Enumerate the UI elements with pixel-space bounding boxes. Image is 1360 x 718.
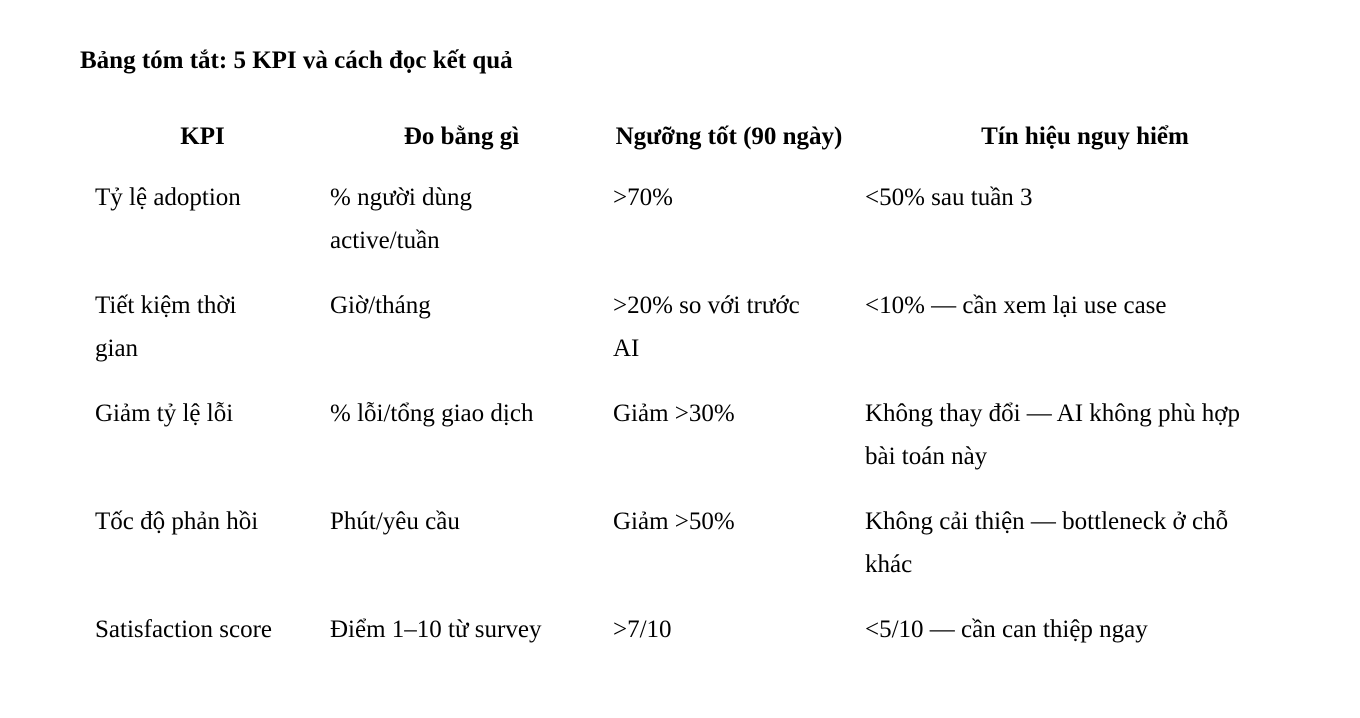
page-title: Bảng tóm tắt: 5 KPI và cách đọc kết quả <box>80 46 513 74</box>
table-cell-kpi: Giảm tỷ lệ lỗi <box>95 399 234 427</box>
kpi-summary-table: KPI Đo bằng gì Ngưỡng tốt (90 ngày) Tín … <box>85 115 1315 673</box>
table-cell-danger-signal: <50% sau tuần 3 <box>865 183 1033 211</box>
table-cell-danger-signal: <5/10 — cần can thiệp ngay <box>865 615 1148 643</box>
column-header-measure: Đo bằng gì <box>403 122 520 150</box>
table-cell-good-threshold: Giảm >30% <box>613 399 735 427</box>
table-cell-measure: Điểm 1–10 từ survey <box>330 615 542 643</box>
table-cell-measure: % người dùng active/tuần <box>330 183 473 254</box>
table-row: Tốc độ phản hồi Phút/yêu cầu Giảm >50% K… <box>85 500 1315 608</box>
table-row: Satisfaction score Điểm 1–10 từ survey >… <box>85 608 1315 673</box>
table-cell-danger-signal: Không cải thiện — bottleneck ở chỗ khác <box>865 507 1229 578</box>
table-cell-measure: % lỗi/tổng giao dịch <box>330 399 534 427</box>
column-header-kpi: KPI <box>180 122 225 150</box>
table-cell-danger-signal: <10% — cần xem lại use case <box>865 291 1167 319</box>
table-cell-danger-signal: Không thay đổi — AI không phù hợp bài to… <box>865 399 1241 470</box>
table-cell-measure: Giờ/tháng <box>330 291 431 319</box>
column-header-good-threshold: Ngưỡng tốt (90 ngày) <box>615 122 843 150</box>
table-row: Giảm tỷ lệ lỗi % lỗi/tổng giao dịch Giảm… <box>85 392 1315 500</box>
table-cell-kpi: Tỷ lệ adoption <box>95 183 241 211</box>
table-header-row: KPI Đo bằng gì Ngưỡng tốt (90 ngày) Tín … <box>85 115 1315 176</box>
table-row: Tỷ lệ adoption % người dùng active/tuần … <box>85 176 1315 284</box>
table-cell-good-threshold: >7/10 <box>613 615 672 643</box>
table-cell-measure: Phút/yêu cầu <box>330 507 460 535</box>
table-cell-kpi: Satisfaction score <box>95 615 273 643</box>
table-cell-kpi: Tốc độ phản hồi <box>95 507 259 535</box>
table-cell-good-threshold: Giảm >50% <box>613 507 735 535</box>
table-cell-good-threshold: >20% so với trước AI <box>613 291 800 362</box>
table-row: Tiết kiệm thời gian Giờ/tháng >20% so vớ… <box>85 284 1315 392</box>
table-cell-good-threshold: >70% <box>613 183 673 211</box>
table-cell-kpi: Tiết kiệm thời gian <box>95 291 237 362</box>
column-header-danger-signal: Tín hiệu nguy hiểm <box>981 122 1189 150</box>
